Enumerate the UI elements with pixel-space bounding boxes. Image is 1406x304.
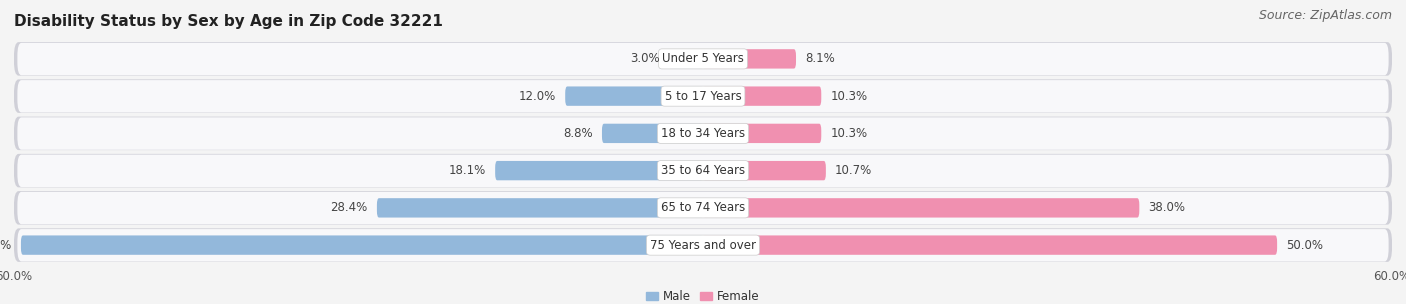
Text: 28.4%: 28.4% [330, 201, 368, 214]
Text: 18.1%: 18.1% [449, 164, 486, 177]
FancyBboxPatch shape [14, 154, 1392, 187]
FancyBboxPatch shape [703, 49, 796, 69]
FancyBboxPatch shape [703, 86, 821, 106]
FancyBboxPatch shape [703, 124, 821, 143]
Text: 10.7%: 10.7% [835, 164, 872, 177]
FancyBboxPatch shape [377, 198, 703, 218]
Text: 18 to 34 Years: 18 to 34 Years [661, 127, 745, 140]
FancyBboxPatch shape [17, 80, 1389, 112]
Text: 35 to 64 Years: 35 to 64 Years [661, 164, 745, 177]
FancyBboxPatch shape [17, 229, 1389, 261]
Text: 12.0%: 12.0% [519, 90, 555, 103]
FancyBboxPatch shape [17, 155, 1389, 187]
FancyBboxPatch shape [703, 235, 1277, 255]
Text: 10.3%: 10.3% [831, 90, 868, 103]
FancyBboxPatch shape [17, 43, 1389, 75]
Text: 3.0%: 3.0% [630, 52, 659, 65]
Text: Under 5 Years: Under 5 Years [662, 52, 744, 65]
FancyBboxPatch shape [14, 79, 1392, 113]
FancyBboxPatch shape [669, 49, 703, 69]
Text: Source: ZipAtlas.com: Source: ZipAtlas.com [1258, 9, 1392, 22]
Legend: Male, Female: Male, Female [641, 286, 765, 304]
Text: 8.8%: 8.8% [564, 127, 593, 140]
FancyBboxPatch shape [703, 198, 1139, 218]
Text: 8.1%: 8.1% [806, 52, 835, 65]
FancyBboxPatch shape [14, 191, 1392, 225]
Text: 50.0%: 50.0% [1286, 239, 1323, 252]
FancyBboxPatch shape [602, 124, 703, 143]
Text: 5 to 17 Years: 5 to 17 Years [665, 90, 741, 103]
Text: 38.0%: 38.0% [1149, 201, 1185, 214]
FancyBboxPatch shape [14, 42, 1392, 76]
Text: 65 to 74 Years: 65 to 74 Years [661, 201, 745, 214]
FancyBboxPatch shape [565, 86, 703, 106]
FancyBboxPatch shape [14, 228, 1392, 262]
Text: Disability Status by Sex by Age in Zip Code 32221: Disability Status by Sex by Age in Zip C… [14, 14, 443, 29]
FancyBboxPatch shape [17, 192, 1389, 224]
Text: 10.3%: 10.3% [831, 127, 868, 140]
Text: 75 Years and over: 75 Years and over [650, 239, 756, 252]
FancyBboxPatch shape [17, 117, 1389, 150]
Text: 59.4%: 59.4% [0, 239, 11, 252]
FancyBboxPatch shape [703, 161, 825, 180]
FancyBboxPatch shape [14, 117, 1392, 150]
FancyBboxPatch shape [21, 235, 703, 255]
FancyBboxPatch shape [495, 161, 703, 180]
